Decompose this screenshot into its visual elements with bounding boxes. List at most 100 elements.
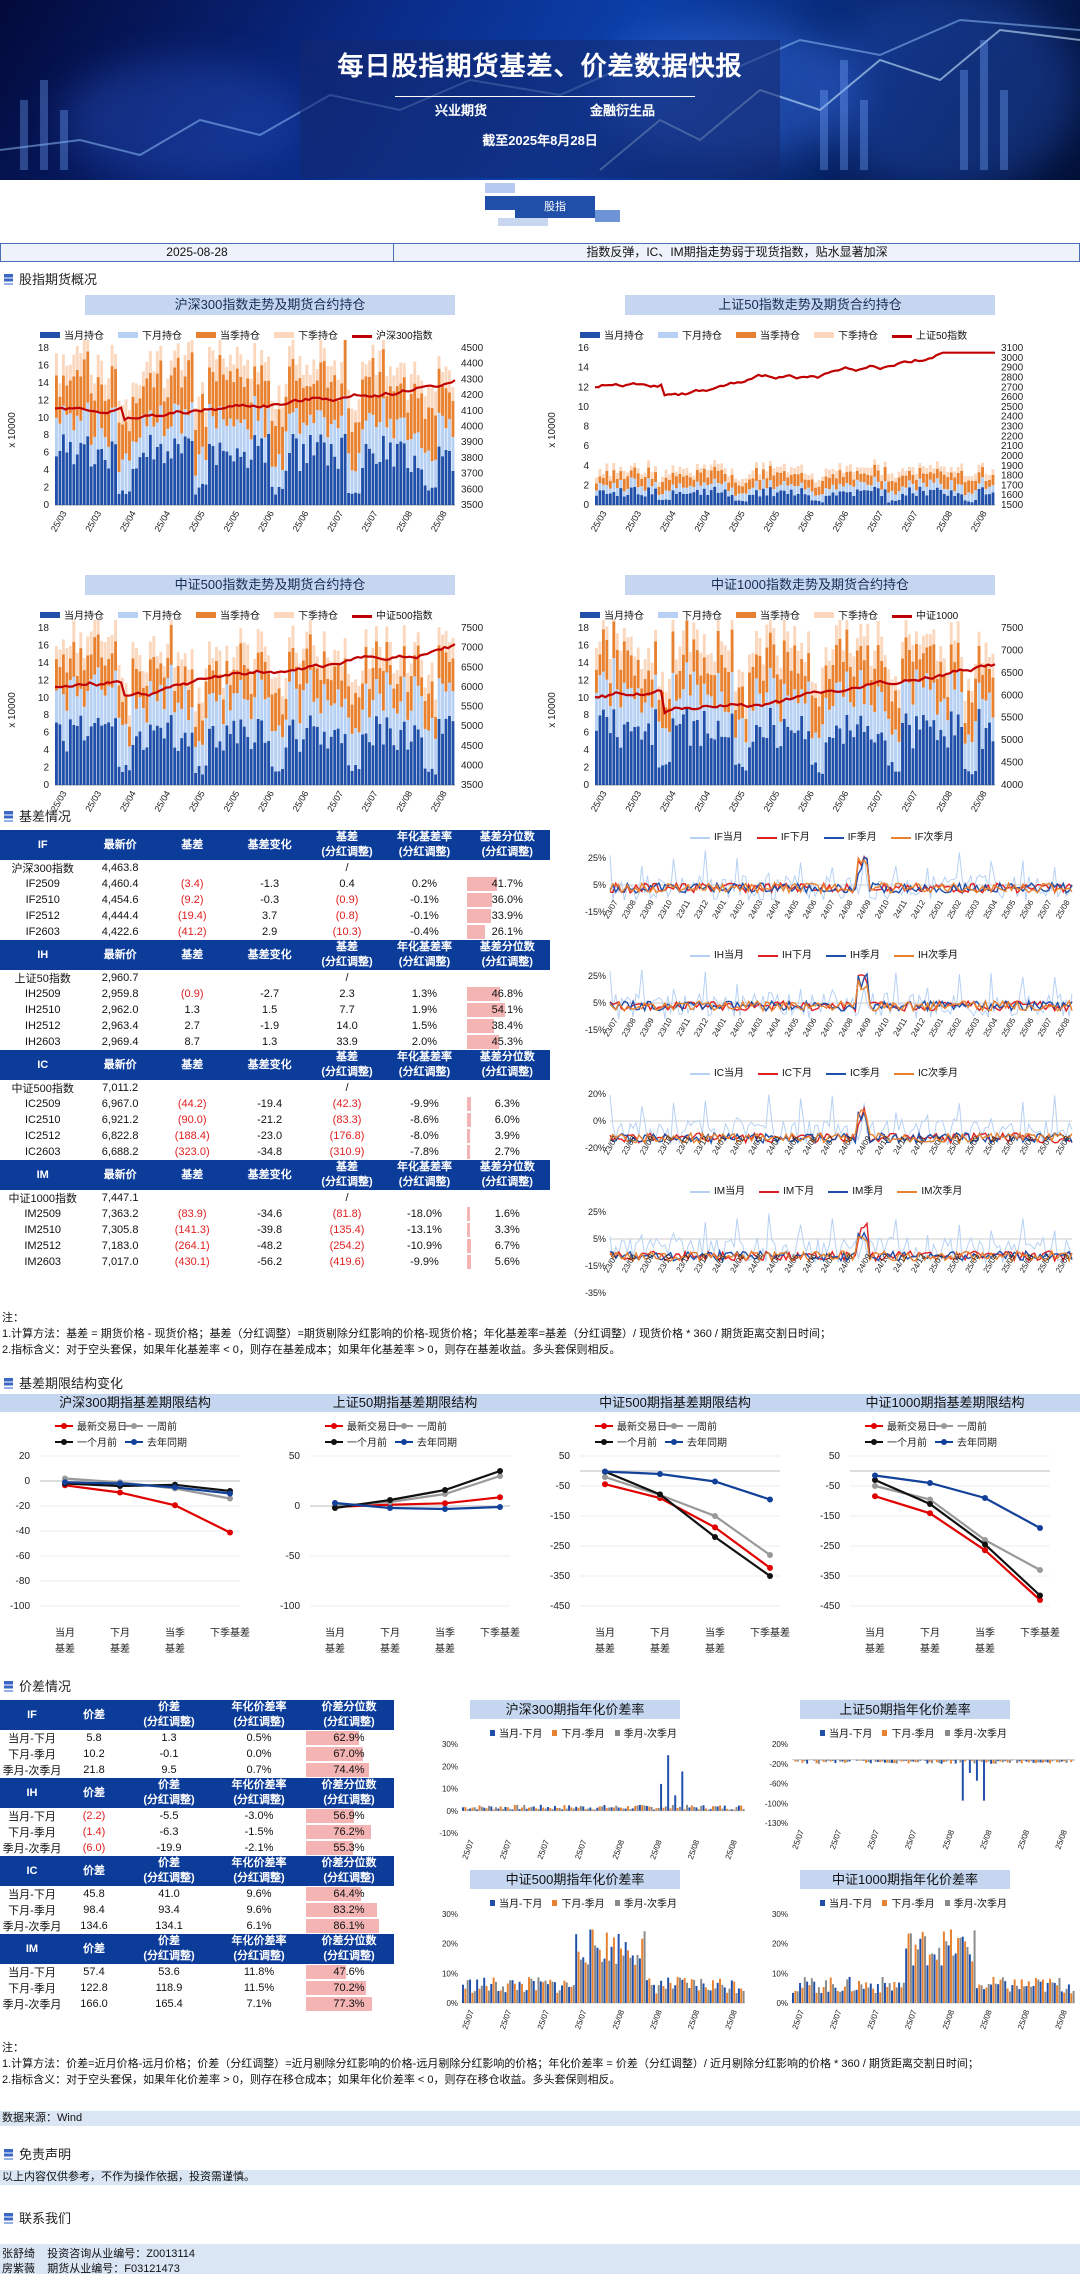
percentile-bar <box>466 1035 500 1049</box>
tick-label: 5500 <box>461 702 484 713</box>
oi-bar <box>800 464 804 505</box>
overview-chart: 0246810121416183500360037003800390040004… <box>7 340 484 534</box>
oi-bar <box>427 387 431 505</box>
term-point <box>172 1502 178 1509</box>
oi-bar <box>201 702 204 785</box>
x-tick-label: 25/07 <box>573 1838 588 1860</box>
table-cell: IH2512 <box>24 1020 61 1032</box>
oi-bar <box>601 620 605 785</box>
spread-bar <box>572 1985 575 2003</box>
legend-item: 当月-下月 <box>820 1899 872 1910</box>
spread-bar <box>1065 1988 1068 2003</box>
oi-bar <box>876 464 880 505</box>
y-axis-label: x 10000 <box>547 692 558 728</box>
tick-label: 去年同期 <box>147 1436 187 1449</box>
oi-bar <box>835 625 838 785</box>
tick-label: 4 <box>583 461 589 472</box>
oi-bar <box>626 637 630 785</box>
x-tick-label: 当月 <box>865 1626 885 1639</box>
spread-table: IF 价差 价差 (分红调整) 年化价差率 (分红调整) 价差分位数 (分红调整) 当月-下月 5… <box>0 1700 394 2012</box>
oi-bar <box>162 666 166 785</box>
x-tick-label: 25/05 <box>762 789 782 814</box>
spread-bar <box>1034 1759 1037 1764</box>
x-tick-label: 基差 <box>380 1642 400 1655</box>
table-cell: -13.1% <box>407 1224 442 1236</box>
legend-item: 最新交易日 <box>595 1420 667 1433</box>
oi-bar <box>107 636 111 785</box>
oi-bar <box>626 472 630 505</box>
oi-bar <box>173 350 177 505</box>
x-tick-label: 23/09 <box>638 898 656 920</box>
table-row: IF2509 4,460.4 (3.4) -1.3 0.4 0.2% 41.7% <box>0 876 550 892</box>
oi-bar <box>190 340 194 505</box>
spread-bar <box>1032 1759 1035 1763</box>
oi-bar <box>876 621 880 785</box>
term-point <box>172 1484 178 1491</box>
tick-label: 3700 <box>461 469 484 480</box>
oi-bar <box>664 469 668 505</box>
tick-label: 3500 <box>461 780 484 791</box>
spread-bar <box>671 1804 674 1811</box>
spread-bar <box>829 1977 832 2003</box>
table-cell: IH2510 <box>24 1004 61 1016</box>
header-cell: 价差 <box>64 1700 124 1730</box>
x-tick-label: 25/04 <box>982 898 1000 920</box>
oi-bar <box>949 467 953 505</box>
header-cell: 价差 <box>64 1778 124 1808</box>
legend-item: 当月持仓 <box>580 611 644 622</box>
header-cell: 基差 (分红调整) <box>309 1160 385 1190</box>
oi-bar <box>187 341 191 505</box>
oi-bar <box>434 391 438 505</box>
legend-item: 季月-次季月 <box>944 1729 1007 1740</box>
term-series-line <box>334 1469 501 1510</box>
spread-bar <box>867 1759 870 1763</box>
legend-item: 下季持仓 <box>814 611 878 622</box>
spread-bar <box>473 1991 476 2003</box>
oi-bar <box>235 346 239 505</box>
table-cell: (83.3) <box>332 1114 362 1126</box>
spread-bar <box>612 1937 615 2003</box>
tick-label: 去年同期 <box>957 1436 997 1449</box>
oi-bar <box>301 374 305 505</box>
tick-label: 8 <box>43 710 49 721</box>
spread-bar <box>1053 1982 1056 2003</box>
spread-bar <box>476 1979 479 2003</box>
legend-item: 当月-下月 <box>490 1899 542 1910</box>
tick-label: -40 <box>16 1526 31 1537</box>
oi-bar <box>58 383 62 505</box>
oi-bar <box>277 671 281 785</box>
table-cell: 3.7 <box>261 910 278 922</box>
tick-label: 2600 <box>1001 392 1024 403</box>
oi-bar <box>204 411 208 505</box>
oi-bar <box>204 668 208 785</box>
table-cell: 14.0 <box>336 1020 358 1032</box>
table-cell: 当月-下月 <box>8 1811 56 1823</box>
oi-bar <box>434 699 438 785</box>
spread-bar <box>964 1941 967 2003</box>
tick-label: -350 <box>550 1571 570 1582</box>
tick-label: -150 <box>820 1511 840 1522</box>
table-cell <box>384 1080 464 1096</box>
legend-item: IH当月 <box>690 950 744 961</box>
spread-bar <box>829 1759 832 1762</box>
tick-label: 2500 <box>1001 402 1024 413</box>
spread-bar <box>643 1805 646 1811</box>
table-cell: -0.1 <box>159 1748 179 1760</box>
oi-bar <box>789 467 793 505</box>
legend-item: 当月-下月 <box>820 1729 872 1740</box>
oi-bar <box>155 656 159 785</box>
spread-bar <box>714 1806 717 1811</box>
oi-bar <box>671 465 675 505</box>
table-cell: -8.0% <box>410 1130 439 1142</box>
table-cell: 季月-次季月 <box>2 1765 62 1777</box>
spread-bar <box>1072 1759 1075 1761</box>
series-line <box>609 979 1073 1013</box>
table-cell: (323.0) <box>174 1146 210 1158</box>
table-row: IF2510 4,454.6 (9.2) -0.3 (0.9) -0.1% 36.0% <box>0 892 550 908</box>
spread-bar <box>520 1807 523 1811</box>
term-point <box>872 1483 878 1489</box>
oi-bar <box>921 635 925 785</box>
table-cell: (90.0) <box>177 1114 207 1126</box>
oi-bar <box>225 645 229 785</box>
